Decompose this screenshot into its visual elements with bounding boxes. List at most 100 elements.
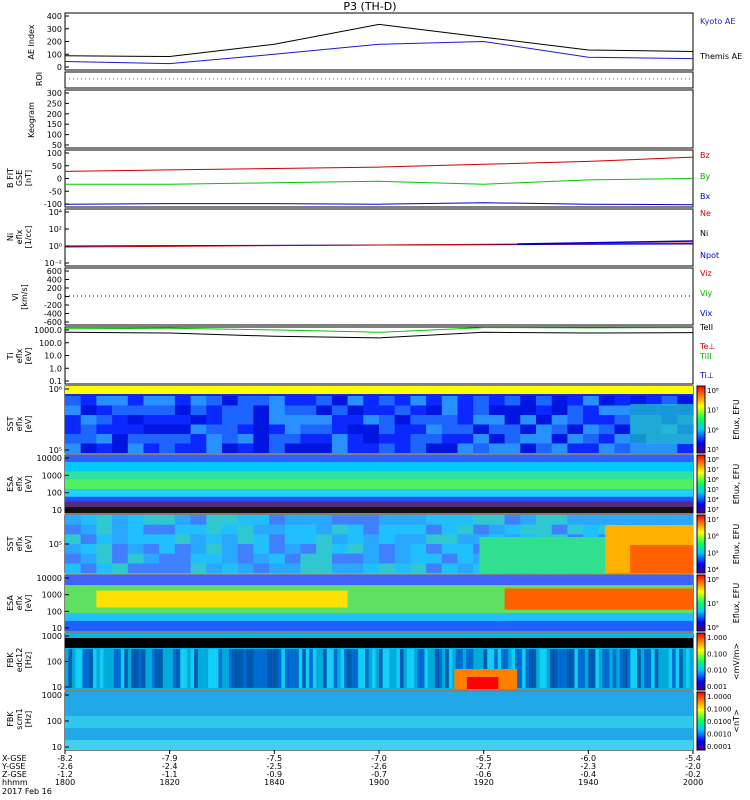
velocity-unit: [km/s] bbox=[20, 284, 29, 310]
sst-electron-cell bbox=[331, 563, 349, 574]
sst-electron-cell bbox=[127, 524, 144, 535]
sst-ion-cell bbox=[551, 424, 568, 434]
sst-electron-cell bbox=[174, 553, 192, 564]
sst-ion-cell bbox=[65, 443, 82, 453]
sst-ion-edge bbox=[630, 404, 693, 444]
cb-fbk-b-tick: 1.0000 bbox=[707, 693, 732, 701]
cb-esa-i-tick: 10³ bbox=[707, 506, 719, 514]
fbk-e-stripe bbox=[78, 649, 83, 688]
legend-viy: Viy bbox=[700, 289, 713, 298]
fbk-e-stripe bbox=[567, 649, 572, 688]
sst-ion-cell bbox=[174, 443, 192, 453]
sst-ion-cell bbox=[598, 443, 615, 453]
sst-electron-cell bbox=[410, 534, 427, 545]
fbk-e-stripe bbox=[563, 649, 568, 688]
fbk-e-stripe bbox=[480, 649, 484, 688]
sst-ion-cell bbox=[598, 424, 615, 434]
sst-ion-cell bbox=[426, 424, 443, 434]
sst-electron-cell bbox=[222, 534, 239, 545]
sst-electron-cell bbox=[253, 524, 270, 535]
sst-ion-cell bbox=[222, 396, 239, 406]
sst-ion-cell bbox=[410, 415, 427, 425]
sst-ion-cell bbox=[441, 396, 458, 406]
fbk-e-stripe bbox=[577, 649, 582, 688]
fbk-b-tick: 10 bbox=[52, 743, 62, 752]
legend-ne: Ne bbox=[700, 209, 711, 218]
fbk-e-stripe bbox=[92, 649, 97, 688]
fbk-e-stripe bbox=[75, 649, 80, 688]
sst-electron-cell bbox=[410, 515, 427, 525]
fbk-e-stripe bbox=[560, 649, 565, 688]
sst-ion-cell bbox=[206, 443, 223, 453]
cb-esa-i-tick: 10⁴ bbox=[707, 496, 719, 504]
sst-electron-cell bbox=[316, 553, 333, 564]
fbk-e-stripe bbox=[609, 649, 614, 688]
sst-electron-cell bbox=[426, 544, 443, 554]
fbk-e-stripe bbox=[546, 649, 551, 688]
cb-sst-i-tick: 10⁶ bbox=[707, 426, 719, 434]
cb-sst-e-tick: 10⁶ bbox=[707, 533, 719, 541]
sst-ion-cell bbox=[253, 434, 270, 444]
esa-ion-floor bbox=[65, 507, 693, 513]
fbk-e-stripe bbox=[588, 649, 593, 688]
sst-ion-cell bbox=[65, 434, 82, 444]
sst-ion-cell bbox=[441, 443, 458, 453]
sst-ion-cell bbox=[583, 405, 600, 415]
sst-ion-cell bbox=[112, 405, 129, 415]
sst-electron-cell bbox=[520, 515, 537, 525]
sst-electron-cell bbox=[174, 524, 192, 535]
sst-ion-cell bbox=[394, 424, 411, 434]
fbk-e-stripe bbox=[347, 649, 352, 688]
panel-frame-den bbox=[64, 208, 694, 267]
sst-ion-cell bbox=[426, 443, 443, 453]
sst-ion-cell bbox=[473, 396, 490, 406]
ephem-value: -2.7 bbox=[476, 762, 492, 771]
keogram-tick: 150 bbox=[47, 120, 62, 129]
sst-ion-cell bbox=[551, 443, 568, 453]
ephem-value: 1800 bbox=[55, 778, 75, 787]
fbk-e-stripe bbox=[235, 649, 240, 688]
fbk-e-stripe bbox=[134, 649, 139, 688]
sst-i-ylabel: SST bbox=[6, 416, 15, 431]
fbk-e-stripe bbox=[420, 649, 425, 688]
cb-esa-e-tick: 10⁶ bbox=[707, 624, 719, 632]
fbk-e-stripe bbox=[570, 649, 575, 688]
cb-sst-i-tick: 10⁷ bbox=[707, 407, 719, 415]
fbk-e-stripe bbox=[553, 649, 558, 688]
fbk-e-tick: 100 bbox=[47, 658, 62, 667]
cb-sst-i-tick: 10⁵ bbox=[707, 446, 719, 454]
bfit-tick: 50 bbox=[52, 162, 62, 171]
sst-ion-cell bbox=[300, 434, 317, 444]
cb-fbk-e-tick: 1.000 bbox=[707, 634, 727, 642]
sst-ion-cell bbox=[410, 443, 427, 453]
fbk-e-stripe bbox=[99, 649, 104, 688]
fbk-e-stripe bbox=[288, 649, 293, 688]
fbk-e-stripe bbox=[392, 649, 397, 688]
sst-electron-cell bbox=[677, 515, 694, 525]
sst-ion-cell bbox=[488, 396, 506, 406]
esa-e-ylabel: ESA bbox=[6, 595, 15, 611]
ae-ylabel: AE Index bbox=[27, 24, 36, 59]
fbk-e-stripe bbox=[131, 649, 136, 688]
sst-ion-cell bbox=[143, 434, 160, 444]
ae-tick: 400 bbox=[47, 12, 62, 21]
sst-ion-cell bbox=[614, 405, 631, 415]
sst-ion-cell bbox=[614, 443, 631, 453]
ephem-value: 1820 bbox=[159, 778, 179, 787]
fbk-e-stripe bbox=[612, 649, 617, 688]
sst-ion-cell bbox=[426, 434, 443, 444]
fbk-e-stripe bbox=[152, 649, 157, 688]
sst-ion-cell bbox=[520, 424, 537, 434]
sst-ion-cell bbox=[159, 434, 176, 444]
sst-ion-cell bbox=[363, 396, 380, 406]
sst-ion-cell bbox=[284, 443, 301, 453]
sst-ion-cell bbox=[583, 434, 600, 444]
sst-ion-cell bbox=[473, 405, 490, 415]
fbk-e-stripe bbox=[431, 649, 436, 688]
fbk-b-sub: scm1 bbox=[15, 708, 24, 729]
sst-electron-cell bbox=[347, 553, 364, 564]
fbk-e-stripe bbox=[462, 649, 467, 688]
sst-electron-cell bbox=[269, 553, 286, 564]
cb-fbk-b-tick: 0.0001 bbox=[707, 743, 732, 751]
bx-line bbox=[64, 202, 694, 206]
